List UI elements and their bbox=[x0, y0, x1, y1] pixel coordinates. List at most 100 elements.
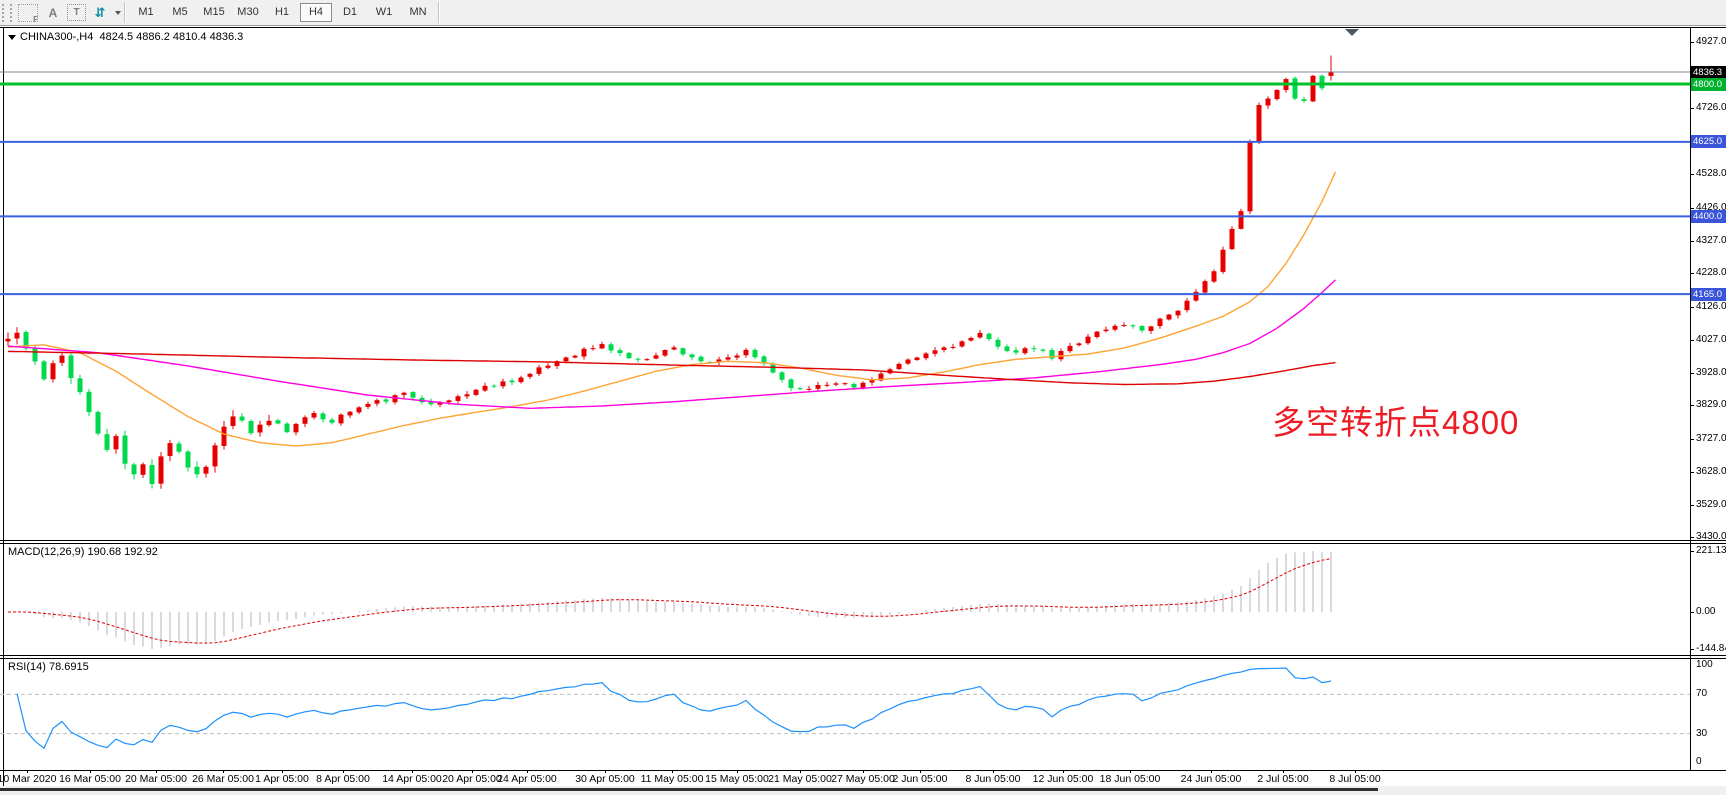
price-tick-label: 4426.0 bbox=[1696, 201, 1726, 213]
price-axis[interactable]: 4927.0 4726.0 4528.0 4426.0 4327.0 4228.0 4126… bbox=[1690, 0, 1726, 795]
time-tick-label: 16 Mar 05:00 bbox=[59, 773, 121, 785]
chart-shift-marker-icon[interactable] bbox=[1345, 29, 1359, 36]
price-badge-4400.0: 4400.0 bbox=[1691, 209, 1726, 223]
time-tick-label: 21 May 05:00 bbox=[768, 773, 832, 785]
timeframe-m15[interactable]: M15 bbox=[203, 6, 225, 18]
chart-scrollbar-thumb[interactable] bbox=[0, 788, 1378, 791]
chart-scrollbar-track bbox=[0, 786, 1726, 795]
rsi-panel-top-border bbox=[0, 658, 1726, 659]
price-tick-label: 3430.0 bbox=[1696, 531, 1726, 543]
macd-panel[interactable] bbox=[0, 543, 1690, 655]
macd-panel-bottom-border bbox=[0, 655, 1726, 656]
time-tick-mark bbox=[527, 770, 528, 773]
text-box-t-icon[interactable]: T bbox=[67, 4, 86, 21]
price-tick-mark bbox=[1690, 174, 1694, 176]
rsi-panel[interactable] bbox=[0, 658, 1690, 770]
price-tick-label: 4927.0 bbox=[1696, 35, 1726, 47]
time-tick-mark bbox=[800, 770, 801, 773]
time-tick-label: 27 May 05:00 bbox=[831, 773, 895, 785]
annotation-text: 多空转折点4800 bbox=[1272, 404, 1520, 441]
time-tick-label: 20 Apr 05:00 bbox=[442, 773, 502, 785]
timeframe-h4[interactable]: H4 bbox=[300, 3, 332, 22]
main-panel-bottom-border bbox=[0, 540, 1726, 541]
time-tick-label: 8 Jul 05:00 bbox=[1329, 773, 1381, 785]
time-tick-label: 2 Jul 05:00 bbox=[1257, 773, 1309, 785]
macd-panel-top-border bbox=[0, 543, 1726, 544]
price-badge-4165.0: 4165.0 bbox=[1691, 287, 1726, 301]
time-tick-label: 30 Apr 05:00 bbox=[575, 773, 635, 785]
chart-title: CHINA300-,H4 4824.5 4886.2 4810.4 4836.3 bbox=[8, 31, 243, 43]
timeframe-w1[interactable]: W1 bbox=[375, 6, 393, 18]
time-tick-label: 8 Jun 05:00 bbox=[965, 773, 1021, 785]
arrows-tool-icon[interactable]: ⇵ bbox=[94, 4, 106, 20]
rsi-axis-label: 70 bbox=[1696, 688, 1708, 699]
price-tick-label: 4228.0 bbox=[1696, 267, 1726, 279]
time-tick-mark bbox=[993, 770, 994, 773]
symbol-dropdown-icon[interactable] bbox=[8, 35, 16, 40]
toolbar-separator bbox=[124, 2, 126, 23]
macd-axis-label: -144.84 bbox=[1696, 643, 1726, 654]
rsi-axis-label: 30 bbox=[1696, 728, 1708, 739]
time-tick-mark bbox=[1283, 770, 1284, 773]
price-tick-mark bbox=[1690, 41, 1694, 43]
time-tick-label: 8 Apr 05:00 bbox=[316, 773, 370, 785]
timeframe-mn[interactable]: MN bbox=[409, 6, 427, 18]
time-tick-label: 26 Mar 05:00 bbox=[192, 773, 254, 785]
time-tick-mark bbox=[156, 770, 157, 773]
macd-tick-mark bbox=[1690, 612, 1694, 613]
time-tick-label: 14 Apr 05:00 bbox=[382, 773, 442, 785]
ohlc-values: 4824.5 4886.2 4810.4 4836.3 bbox=[99, 31, 244, 43]
timeframe-h1[interactable]: H1 bbox=[274, 6, 290, 18]
price-tick-mark bbox=[1690, 537, 1694, 539]
rsi-label: RSI(14) 78.6915 bbox=[8, 661, 89, 673]
macd-axis-label: 0.00 bbox=[1696, 606, 1716, 617]
price-tick-label: 4528.0 bbox=[1696, 168, 1726, 180]
price-tick-mark bbox=[1690, 108, 1694, 110]
macd-tick-mark bbox=[1690, 649, 1694, 650]
timeframe-d1[interactable]: D1 bbox=[342, 6, 358, 18]
rsi-axis-label: 100 bbox=[1696, 659, 1713, 670]
macd-axis-label: 221.13 bbox=[1696, 545, 1726, 556]
price-tick-mark bbox=[1690, 372, 1694, 374]
price-axis-border bbox=[1690, 28, 1691, 770]
time-axis[interactable]: 10 Mar 2020 16 Mar 05:00 20 Mar 05:00 26 Ma… bbox=[0, 770, 1690, 788]
macd-tick-mark bbox=[1690, 551, 1694, 552]
timeframe-m5[interactable]: M5 bbox=[172, 6, 188, 18]
text-a-icon[interactable]: A bbox=[48, 5, 58, 20]
price-badge-4836.3: 4836.3 bbox=[1691, 65, 1726, 79]
timeframe-m1[interactable]: M1 bbox=[138, 6, 154, 18]
arrows-dropdown-caret-icon[interactable] bbox=[115, 10, 121, 15]
price-tick-mark bbox=[1690, 471, 1694, 473]
timeframe-m30[interactable]: M30 bbox=[237, 6, 259, 18]
time-tick-mark bbox=[223, 770, 224, 773]
time-tick-mark bbox=[472, 770, 473, 773]
grid-f-icon[interactable]: F bbox=[18, 3, 38, 24]
price-tick-label: 3829.0 bbox=[1696, 399, 1726, 411]
price-tick-label: 3628.0 bbox=[1696, 465, 1726, 477]
time-tick-mark bbox=[672, 770, 673, 773]
time-tick-mark bbox=[343, 770, 344, 773]
price-tick-mark bbox=[1690, 439, 1694, 441]
toolbar: F A T ⇵ M1 M5 M15 M30 H1 H4 D1 W1 MN bbox=[0, 0, 1726, 26]
panel-border-left bbox=[3, 28, 4, 786]
price-badge-4800.0: 4800.0 bbox=[1691, 77, 1726, 91]
main-chart[interactable] bbox=[0, 28, 1690, 540]
time-tick-mark bbox=[920, 770, 921, 773]
toolbar-drag-handle[interactable] bbox=[2, 3, 12, 22]
price-tick-mark bbox=[1690, 339, 1694, 341]
timeframe-buttons: M1 M5 M15 M30 H1 H4 D1 W1 MN bbox=[129, 0, 435, 25]
time-tick-label: 18 Jun 05:00 bbox=[1099, 773, 1161, 785]
time-tick-mark bbox=[737, 770, 738, 773]
price-tick-mark bbox=[1690, 307, 1694, 309]
time-tick-label: 12 Jun 05:00 bbox=[1032, 773, 1094, 785]
toolbar-separator bbox=[438, 2, 440, 23]
rsi-axis-label: 0 bbox=[1696, 756, 1702, 767]
time-tick-label: 10 Mar 2020 bbox=[0, 773, 57, 785]
time-tick-label: 11 May 05:00 bbox=[640, 773, 704, 785]
time-tick-mark bbox=[1063, 770, 1064, 773]
price-tick-label: 4027.0 bbox=[1696, 333, 1726, 345]
price-tick-mark bbox=[1690, 405, 1694, 407]
time-tick-mark bbox=[1130, 770, 1131, 773]
time-tick-mark bbox=[605, 770, 606, 773]
